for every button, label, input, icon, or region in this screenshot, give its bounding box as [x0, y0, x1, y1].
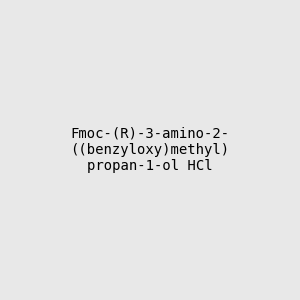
Text: Fmoc-(R)-3-amino-2-
((benzyloxy)methyl)
propan-1-ol HCl: Fmoc-(R)-3-amino-2- ((benzyloxy)methyl) … — [70, 127, 230, 173]
